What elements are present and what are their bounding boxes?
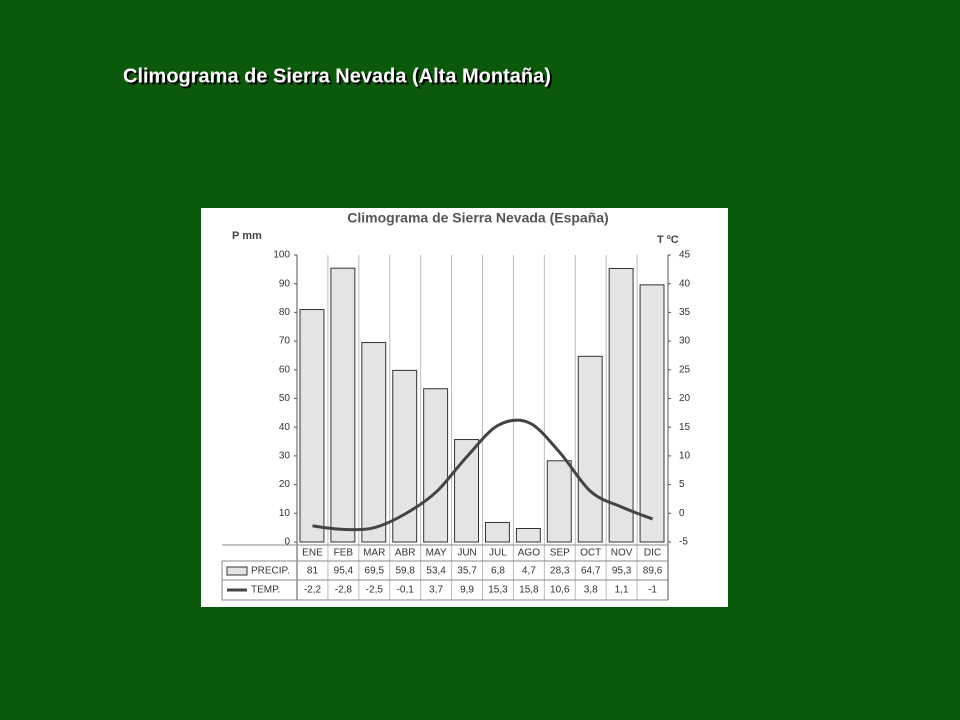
table-value: 4,7 bbox=[522, 566, 536, 577]
bar bbox=[423, 388, 449, 543]
y-tick-label: 0 bbox=[284, 537, 290, 548]
y-tick-label: 60 bbox=[279, 364, 291, 375]
bar bbox=[577, 355, 603, 543]
x-tick-label: JUN bbox=[457, 548, 476, 559]
table-value: 69,5 bbox=[365, 566, 385, 577]
x-tick-label: SEP bbox=[550, 548, 570, 559]
y-tick-label: 90 bbox=[279, 278, 291, 289]
y-tick-label: 70 bbox=[279, 336, 291, 347]
x-tick-label: DIC bbox=[644, 548, 661, 559]
y2-tick-label: 15 bbox=[679, 422, 691, 433]
table-value: 95,4 bbox=[334, 566, 354, 577]
table-value: 15,8 bbox=[519, 585, 539, 596]
x-tick-label: AGO bbox=[518, 548, 540, 559]
y-tick-label: 80 bbox=[279, 307, 291, 318]
legend-label: TEMP. bbox=[251, 585, 280, 596]
table-value: 81 bbox=[307, 566, 319, 577]
y2-tick-label: 0 bbox=[679, 508, 685, 519]
y-tick-label: 40 bbox=[279, 422, 291, 433]
y2-tick-label: 25 bbox=[679, 364, 691, 375]
y2-tick-label: 40 bbox=[679, 278, 691, 289]
legend-label: PRECIP. bbox=[251, 566, 290, 577]
table-value: -0,1 bbox=[397, 585, 415, 596]
table-value: 64,7 bbox=[581, 566, 601, 577]
bar bbox=[330, 267, 356, 543]
y-tick-label: 10 bbox=[279, 508, 291, 519]
table-value: 3,7 bbox=[429, 585, 443, 596]
table-value: 3,8 bbox=[584, 585, 598, 596]
x-tick-label: MAR bbox=[363, 548, 385, 559]
bar bbox=[515, 528, 541, 543]
bar bbox=[639, 284, 665, 543]
table-value: 35,7 bbox=[457, 566, 477, 577]
table-value: 53,4 bbox=[426, 566, 446, 577]
table-value: 95,3 bbox=[612, 566, 632, 577]
table-value: 59,8 bbox=[395, 566, 415, 577]
x-tick-label: JUL bbox=[489, 548, 507, 559]
x-tick-label: NOV bbox=[611, 548, 633, 559]
legend-swatch bbox=[226, 566, 248, 576]
y-tick-label: 50 bbox=[279, 393, 291, 404]
x-tick-label: OCT bbox=[580, 548, 601, 559]
x-tick-label: MAY bbox=[426, 548, 447, 559]
y2-tick-label: 10 bbox=[679, 451, 691, 462]
table-value: 10,6 bbox=[550, 585, 570, 596]
y2-tick-label: -5 bbox=[679, 537, 688, 548]
y2-axis-label: T ºC bbox=[657, 234, 679, 246]
y2-tick-label: 30 bbox=[679, 336, 691, 347]
table-value: 89,6 bbox=[643, 566, 663, 577]
table-value: -2,5 bbox=[366, 585, 384, 596]
x-tick-label: FEB bbox=[334, 548, 354, 559]
table-value: -2,8 bbox=[335, 585, 353, 596]
y2-tick-label: 5 bbox=[679, 479, 685, 490]
bar bbox=[361, 342, 387, 543]
bar bbox=[299, 309, 325, 543]
bar bbox=[392, 369, 418, 543]
bar bbox=[546, 460, 572, 543]
table-value: 15,3 bbox=[488, 585, 508, 596]
x-tick-label: ENE bbox=[302, 548, 323, 559]
slide-title: Climograma de Sierra Nevada (Alta Montañ… bbox=[123, 65, 551, 87]
y-tick-label: 100 bbox=[273, 250, 290, 261]
table-value: 1,1 bbox=[615, 585, 629, 596]
table-value: 28,3 bbox=[550, 566, 570, 577]
bar bbox=[485, 521, 510, 543]
bar bbox=[608, 267, 634, 543]
y-axis-label: P mm bbox=[232, 230, 262, 242]
table-value: 6,8 bbox=[491, 566, 505, 577]
y-tick-label: 20 bbox=[279, 479, 291, 490]
table-value: 9,9 bbox=[460, 585, 474, 596]
table-value: -1 bbox=[648, 585, 657, 596]
y2-tick-label: 20 bbox=[679, 393, 691, 404]
y-tick-label: 30 bbox=[279, 451, 291, 462]
temperature-line bbox=[312, 418, 654, 532]
table-value: -2,2 bbox=[304, 585, 322, 596]
chart-title: Climograma de Sierra Nevada (España) bbox=[347, 210, 608, 226]
x-tick-label: ABR bbox=[395, 548, 416, 559]
y2-tick-label: 45 bbox=[679, 250, 691, 261]
y2-tick-label: 35 bbox=[679, 307, 691, 318]
